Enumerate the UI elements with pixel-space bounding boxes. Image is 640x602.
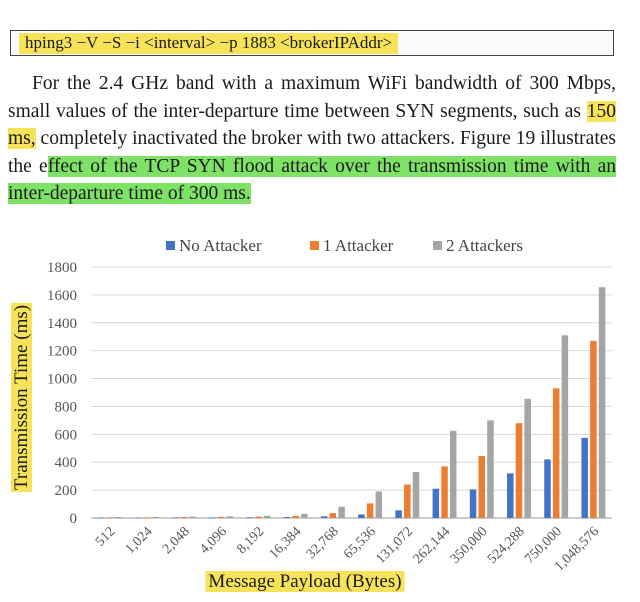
bar	[255, 516, 262, 518]
chart-legend: No Attacker 1 Attacker 2 Attackers	[166, 236, 523, 255]
bar	[283, 517, 291, 518]
y-axis-ticks: 0 200 400 600 800 1000 1200 1400 1600 1800	[47, 260, 77, 527]
bar	[515, 423, 523, 518]
x-tick-label: 131,072	[373, 524, 416, 567]
bar	[432, 488, 440, 518]
bar	[449, 430, 457, 518]
chart-bars	[97, 287, 606, 519]
bar	[581, 437, 588, 518]
bar	[209, 517, 216, 519]
bar	[320, 516, 328, 518]
x-tick-label: 524,288	[485, 524, 528, 567]
x-axis-label: Message Payload (Bytes)	[208, 571, 401, 592]
bar	[218, 516, 225, 518]
y-tick-label: 200	[55, 483, 78, 499]
bar	[469, 489, 477, 518]
bar	[358, 514, 365, 518]
bar	[478, 455, 485, 518]
bar	[561, 335, 569, 518]
bar	[106, 517, 113, 519]
bar	[552, 388, 560, 518]
legend-label: 1 Attacker	[323, 236, 394, 255]
bar	[544, 459, 551, 518]
legend-swatch	[310, 241, 319, 250]
x-tick-label: 2,048	[160, 524, 193, 557]
x-axis-label-highlight	[205, 571, 405, 592]
bar	[441, 466, 448, 518]
y-tick-label: 1600	[47, 288, 77, 304]
highlight-syn-flood: ffect of the TCP SYN flood attack over t…	[8, 155, 616, 204]
legend-swatch	[166, 241, 175, 250]
legend-label: 2 Attackers	[446, 236, 523, 255]
chart-gridlines	[91, 266, 612, 519]
bar	[301, 513, 308, 518]
command-box: hping3 −V −S −i <interval> −p 1883 <brok…	[10, 30, 614, 56]
bar	[507, 473, 514, 518]
bar	[180, 517, 188, 518]
y-tick-label: 1000	[47, 372, 77, 388]
bar	[143, 517, 151, 519]
y-tick-label: 400	[55, 455, 78, 471]
legend-swatch	[433, 241, 442, 250]
bar	[487, 420, 494, 518]
y-axis-label: Transmission Time (ms)	[11, 305, 32, 490]
y-tick-label: 1800	[47, 260, 77, 276]
y-tick-label: 0	[70, 511, 78, 527]
bar	[590, 340, 597, 518]
bar	[524, 398, 531, 518]
x-tick-label: 1,024	[123, 524, 156, 557]
bar	[338, 506, 345, 518]
bar	[152, 516, 159, 518]
bar	[115, 517, 122, 518]
bar	[97, 517, 105, 519]
legend-label: No Attacker	[179, 236, 262, 255]
bar	[189, 516, 196, 518]
x-tick-label: 262,144	[411, 524, 454, 567]
y-tick-label: 1400	[47, 316, 77, 332]
bar	[404, 484, 411, 518]
bar	[329, 513, 337, 518]
bar	[263, 515, 271, 518]
x-tick-label: 8,192	[234, 524, 267, 557]
x-tick-label: 16,384	[267, 524, 305, 562]
bar	[134, 517, 142, 519]
y-tick-label: 600	[55, 427, 78, 443]
bar	[412, 471, 420, 518]
x-axis-ticks: 512 1,024 2,048 4,096 8,192 16,384 32,768 65,53…	[93, 524, 602, 574]
y-axis-label-highlight	[11, 302, 32, 493]
command-text: hping3 −V −S −i <interval> −p 1883 <brok…	[19, 33, 399, 54]
paragraph-text-1: For the 2.4 GHz band with a maximum WiFi…	[8, 73, 616, 122]
y-tick-label: 1200	[47, 344, 77, 360]
x-tick-label: 350,000	[448, 524, 491, 567]
x-tick-label: 512	[93, 524, 118, 549]
y-tick-label: 800	[55, 399, 78, 415]
bar	[172, 517, 179, 519]
bar	[366, 503, 374, 518]
body-paragraph: For the 2.4 GHz band with a maximum WiFi…	[8, 70, 616, 208]
x-tick-label: 4,096	[197, 524, 230, 557]
x-tick-label: 32,768	[304, 524, 342, 562]
bar	[292, 515, 299, 518]
bar	[246, 517, 254, 519]
bar	[395, 510, 402, 518]
bar	[598, 287, 606, 518]
bar-chart: 0 200 400 600 800 1000 1200 1400 1600 1800 512 1,0…	[11, 236, 612, 592]
bar	[375, 491, 383, 518]
paragraph-text-2: completely inactivated the broker with t…	[8, 128, 616, 177]
bar	[226, 516, 234, 518]
